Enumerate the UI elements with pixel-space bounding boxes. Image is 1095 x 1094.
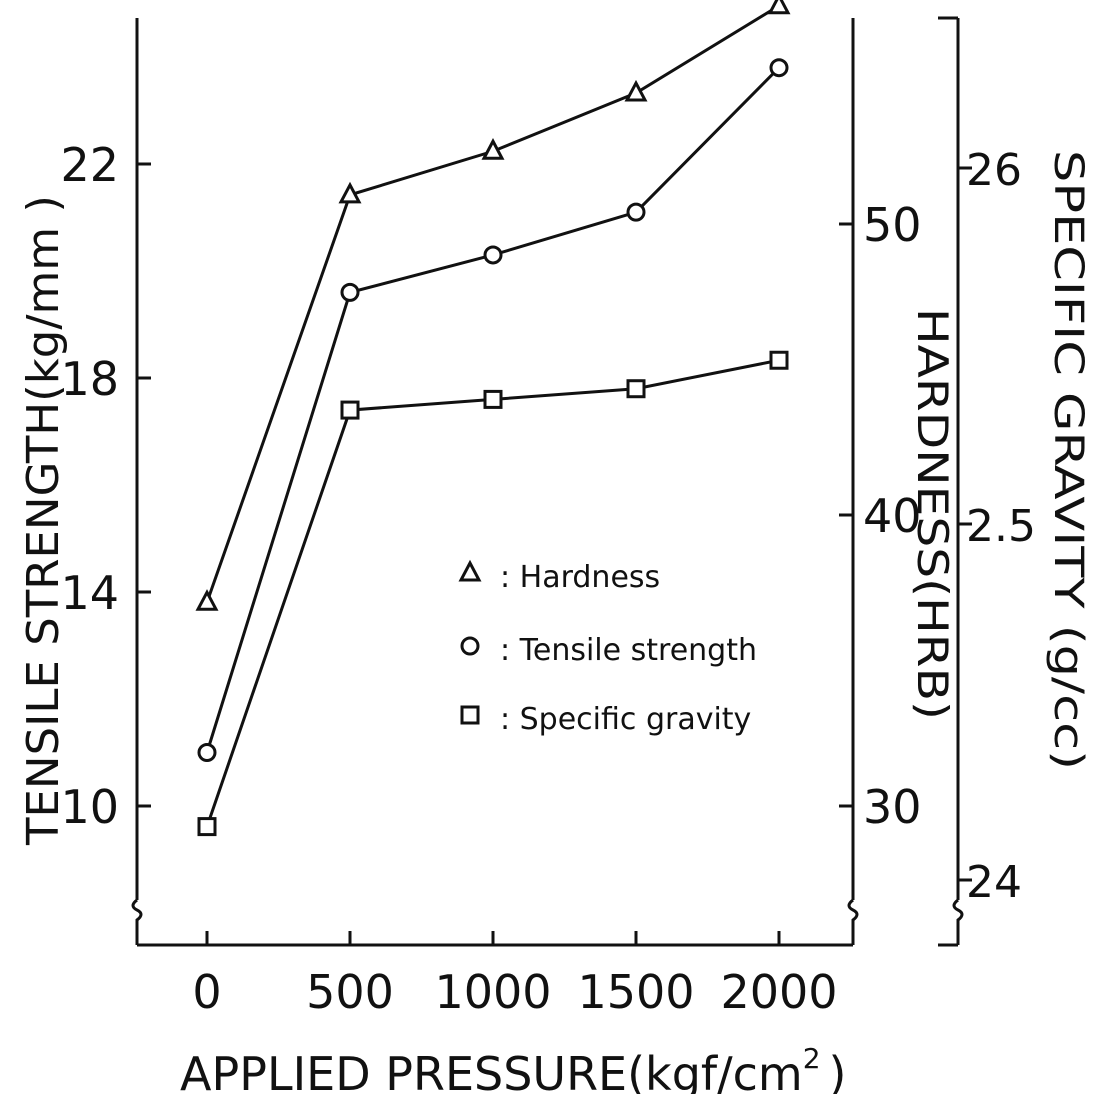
x-axis-title: APPLIED PRESSURE(kgf/cm2)	[180, 1042, 846, 1094]
x-tick-label: 1500	[577, 965, 694, 1019]
hardness-tick-label: 40	[863, 489, 922, 543]
legend-triangle-icon	[458, 559, 482, 582]
hardness-point	[481, 138, 505, 160]
left-axis-title: TENSILE STRENGTH(kg/mm )	[18, 195, 69, 846]
plot-frame	[131, 16, 964, 947]
hardness-tick-label: 50	[863, 198, 922, 252]
gravity-axis-break	[952, 898, 964, 945]
legend: : Hardness : Tensile strength : Specific g…	[458, 559, 757, 737]
hardness-point	[624, 79, 648, 102]
x-tick-label: 2000	[720, 965, 837, 1019]
legend-entry-label: : Tensile strength	[500, 633, 757, 668]
tensile-tick-label: 10	[60, 780, 119, 834]
legend-circle-icon	[460, 636, 480, 656]
tensile-tick-label: 18	[60, 352, 119, 406]
gravity-tick-label: 2.5	[966, 501, 1036, 552]
x-tick-label: 500	[306, 965, 394, 1019]
left-axis-break	[131, 898, 143, 945]
hardness-point	[195, 589, 219, 611]
specific-gravity-line	[205, 358, 780, 828]
gravity-tick-label: 24	[966, 857, 1022, 908]
specific-gravity-point	[626, 379, 646, 399]
tensile-tick-label: 22	[60, 138, 119, 192]
axis-ticks: 0500100015002000101418222630405060242.52…	[60, 138, 1036, 1019]
series-markers	[195, 0, 791, 837]
x-tick-label: 1000	[434, 965, 551, 1019]
tensile-strength-point	[197, 743, 217, 762]
tensile-tick-label: 14	[60, 566, 119, 620]
tensile-strength-point	[626, 202, 646, 222]
tensile-strength-point	[340, 282, 360, 302]
hardness-point	[767, 0, 791, 15]
gravity-tick-label: 26	[966, 145, 1022, 196]
legend-square-icon	[460, 705, 480, 725]
tensile-strength-point	[769, 58, 789, 78]
specific-gravity-point	[769, 350, 789, 370]
hardness-tick-label: 30	[863, 780, 922, 834]
legend-entry-label: : Specific gravity	[500, 702, 751, 737]
specific-gravity-point	[483, 389, 503, 409]
hardness-point	[338, 181, 362, 204]
specific-gravity-point	[340, 400, 360, 420]
specific-gravity-point	[197, 817, 217, 837]
gravity-axis-title: SPECIFIC GRAVITY (g/cc)	[1045, 150, 1091, 770]
hardness-line	[205, 4, 780, 603]
tensile-strength-point	[483, 245, 503, 265]
legend-entry-label: : Hardness	[500, 560, 660, 595]
x-tick-label: 0	[192, 965, 221, 1019]
hardness-axis-break	[847, 898, 859, 945]
hardness-axis-title: HARDNESS(HRB)	[908, 308, 957, 720]
